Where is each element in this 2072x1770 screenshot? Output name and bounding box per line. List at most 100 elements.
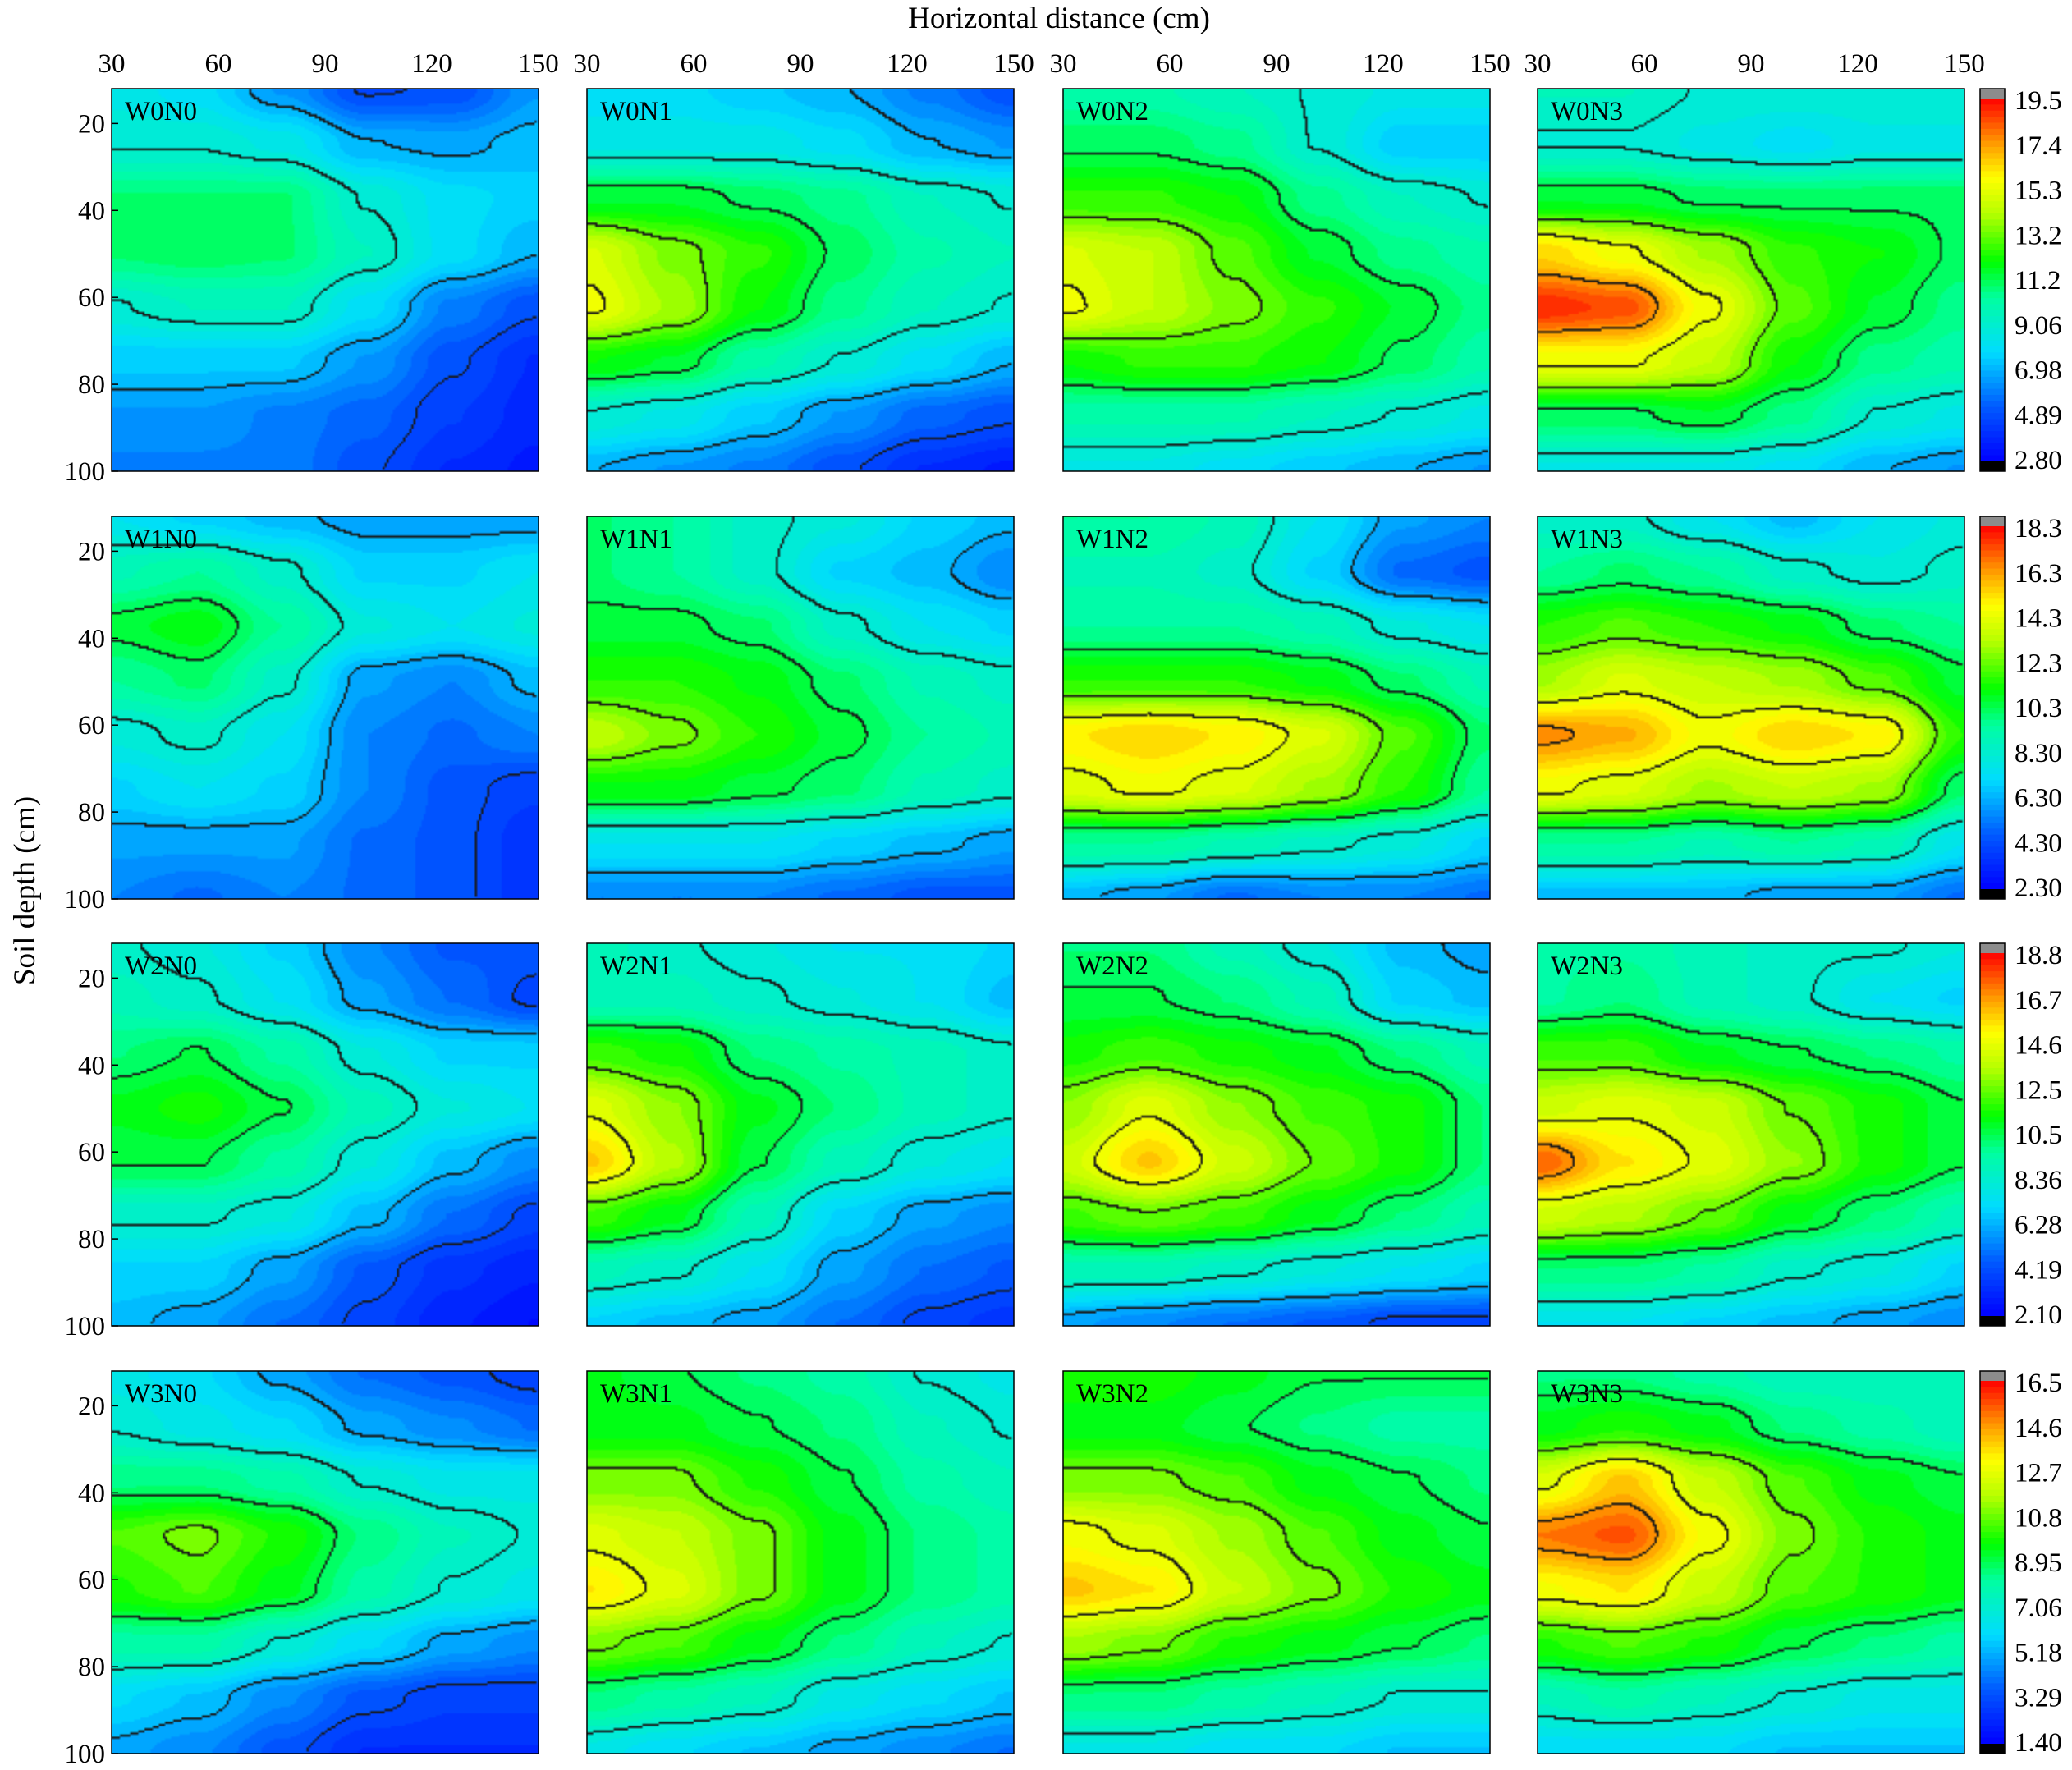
colorbar-segment (1980, 401, 2005, 408)
colorbar-segment (1980, 683, 2005, 690)
colorbar-segment (1980, 1176, 2005, 1184)
contour-fill-w3n2 (1063, 1371, 1490, 1754)
panel-w3n2: W3N2 (1062, 1370, 1491, 1754)
colorbar-segment (1980, 622, 2005, 630)
colorbar-segment (1980, 1007, 2005, 1015)
panel-w1n2: W1N2 (1062, 516, 1491, 900)
colorbar-segment (1980, 110, 2005, 117)
colorbar-segment (1980, 629, 2005, 636)
colorbar-segment (1980, 128, 2005, 135)
colorbar-segment (1980, 1104, 2005, 1112)
colorbar-segment (1980, 316, 2005, 323)
colorbar-segment (1980, 1074, 2005, 1081)
colorbar-tick-label: 6.30 (2015, 784, 2062, 814)
panel-frame (1537, 1370, 1965, 1754)
colorbar-segment (1980, 1417, 2005, 1424)
colorbar-segment (1980, 834, 2005, 841)
colorbar-tick-label: 17.4 (2015, 131, 2062, 161)
panel-frame (586, 516, 1015, 900)
colorbar-segment (1980, 1392, 2005, 1400)
colorbar-tick-label: 2.30 (2015, 874, 2062, 903)
panel-frame (1062, 516, 1491, 900)
panel-frame (1062, 942, 1491, 1327)
colorbar-segment (1980, 1622, 2005, 1630)
colorbar-tick-label: 7.06 (2015, 1593, 2062, 1623)
colorbar-segment (1980, 413, 2005, 420)
y-tick-label: 20 (78, 537, 105, 566)
y-tick-label: 60 (78, 1138, 105, 1167)
colorbar-tick-label: 18.3 (2015, 514, 2062, 543)
contour-fill-w2n0 (112, 943, 539, 1326)
colorbar-tick-label: 10.5 (2015, 1121, 2062, 1150)
colorbar-segment (1980, 665, 2005, 672)
colorbar-segment (1980, 695, 2005, 703)
colorbar-segment (1980, 352, 2005, 360)
colorbar-segment (1980, 310, 2005, 317)
colorbar-segment (1980, 604, 2005, 612)
contour-fill-w1n2 (1063, 516, 1490, 899)
panel-label: W3N3 (1551, 1379, 1623, 1409)
colorbar-segment (1980, 442, 2005, 450)
contour-fill-w0n3 (1538, 89, 1964, 471)
colorbar-segment (1980, 1158, 2005, 1166)
colorbar-tick-label: 12.5 (2015, 1075, 2062, 1105)
panel-frame (1062, 1370, 1491, 1754)
colorbar-segment (1980, 953, 2005, 960)
panel-w2n0: W2N0 (111, 942, 539, 1327)
colorbar-segment (1980, 1556, 2005, 1563)
contour-fill-w1n0 (112, 516, 539, 899)
colorbar-segment (1980, 1025, 2005, 1033)
panel-frame (111, 88, 539, 472)
panel-frame (111, 942, 539, 1327)
colorbar-segment (1980, 1695, 2005, 1703)
colorbar-segment (1980, 449, 2005, 456)
colorbar-segment (1980, 346, 2005, 353)
colorbar-segment (1980, 1410, 2005, 1418)
panel-w3n1: W3N1 (586, 1370, 1015, 1754)
colorbar-segment (1980, 1038, 2005, 1045)
colorbar-segment (1980, 1568, 2005, 1575)
colorbar-segment (1980, 750, 2005, 757)
colorbar-segment (1980, 1164, 2005, 1172)
colorbar-tick-label: 8.30 (2015, 739, 2062, 768)
colorbar-segment (1980, 158, 2005, 166)
colorbar-segment (1980, 1495, 2005, 1502)
colorbar-segment (1980, 1135, 2005, 1141)
colorbar-segment (1980, 1201, 2005, 1208)
colorbar-segment (1980, 135, 2005, 142)
colorbar-segment (1980, 965, 2005, 972)
colorbar-row-2: 18.3 16.3 14.3 12.3 10.3 8.30 6.30 4.30 2.30 (1979, 514, 2062, 903)
colorbar-segment (1980, 1189, 2005, 1196)
panel-label: W1N3 (1551, 525, 1623, 554)
colorbar-segment (1980, 243, 2005, 250)
axis-ticks: 20 40 60 80 100 30 60 90 120 150 30 60 90 120 150 30 60 9… (65, 49, 1985, 1769)
colorbar-segment (1980, 768, 2005, 775)
colorbar-segment (1980, 177, 2005, 184)
colorbar-segment (1980, 611, 2005, 618)
colorbar-segment (1980, 122, 2005, 130)
y-tick-label: 40 (78, 1479, 105, 1508)
x-tick-label: 30 (1050, 49, 1077, 79)
x-tick-label: 120 (411, 49, 452, 79)
colorbar-segment (1980, 232, 2005, 239)
colorbar-segment (1980, 1225, 2005, 1232)
colorbar-segment (1980, 726, 2005, 733)
colorbar-segment (1980, 1207, 2005, 1214)
colorbar-segment (1980, 1514, 2005, 1521)
colorbar-segment (1980, 859, 2005, 866)
colorbar-under-cap (1980, 1744, 2005, 1754)
y-tick-label: 100 (65, 885, 106, 915)
panel-label: W3N1 (600, 1379, 672, 1409)
colorbar-segment (1980, 268, 2005, 275)
colorbar-tick-label: 18.8 (2015, 941, 2062, 970)
panel-label: W1N0 (125, 525, 197, 554)
x-tick-label: 60 (1157, 49, 1184, 79)
panel-w0n2: W0N2 (1062, 88, 1491, 472)
colorbar-segment (1980, 1128, 2005, 1135)
colorbar-segment (1980, 526, 2005, 533)
colorbar-segment (1980, 1731, 2005, 1739)
colorbar-segment (1980, 1658, 2005, 1666)
colorbar-tick-label: 13.2 (2015, 221, 2062, 250)
colorbar-segment (1980, 562, 2005, 570)
colorbar-segment (1980, 1453, 2005, 1460)
